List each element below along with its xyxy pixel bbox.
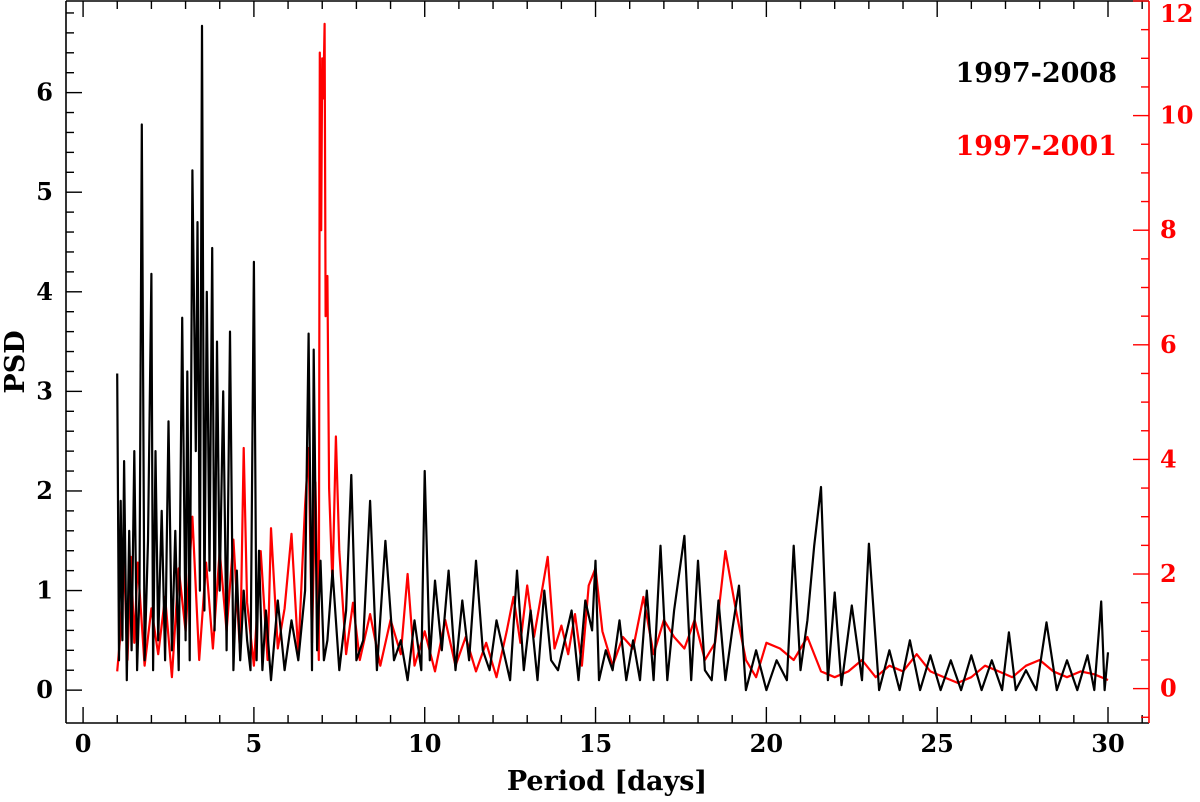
series-line-1997-2008 [116, 24, 1110, 692]
x-tick-label: 5 [246, 729, 263, 758]
series-layer [116, 22, 1110, 692]
y-tick-label-right: 10 [1160, 101, 1193, 130]
x-tick-label: 10 [408, 729, 441, 758]
x-axis-title: Period [days] [507, 766, 707, 797]
y-tick-label-right: 0 [1160, 674, 1177, 703]
y-tick-label-left: 6 [36, 78, 53, 107]
x-tick-label: 30 [1091, 729, 1124, 758]
legend-label-1997-2008: 1997-2008 [956, 58, 1118, 89]
x-tick-label: 0 [75, 729, 92, 758]
y-axis-title: PSD [0, 330, 31, 393]
y-tick-label-right: 6 [1160, 330, 1177, 359]
y-tick-label-right: 2 [1160, 559, 1177, 588]
y-tick-label-left: 5 [36, 177, 53, 206]
series-line-1997-2001 [116, 22, 1109, 685]
y-tick-label-left: 2 [36, 476, 53, 505]
y-tick-label-left: 0 [36, 675, 53, 704]
y-tick-label-right: 8 [1160, 215, 1177, 244]
plot-area [116, 22, 1110, 692]
y-tick-label-left: 1 [36, 576, 53, 605]
x-tick-label: 15 [579, 729, 612, 758]
y-tick-label-left: 3 [36, 376, 53, 405]
x-tick-label: 25 [920, 729, 953, 758]
y-tick-label-left: 4 [36, 277, 53, 306]
y-tick-label-right: 12 [1160, 0, 1193, 28]
legend-label-1997-2001: 1997-2001 [956, 131, 1118, 162]
x-tick-label: 20 [750, 729, 783, 758]
y-tick-label-right: 4 [1160, 444, 1177, 473]
